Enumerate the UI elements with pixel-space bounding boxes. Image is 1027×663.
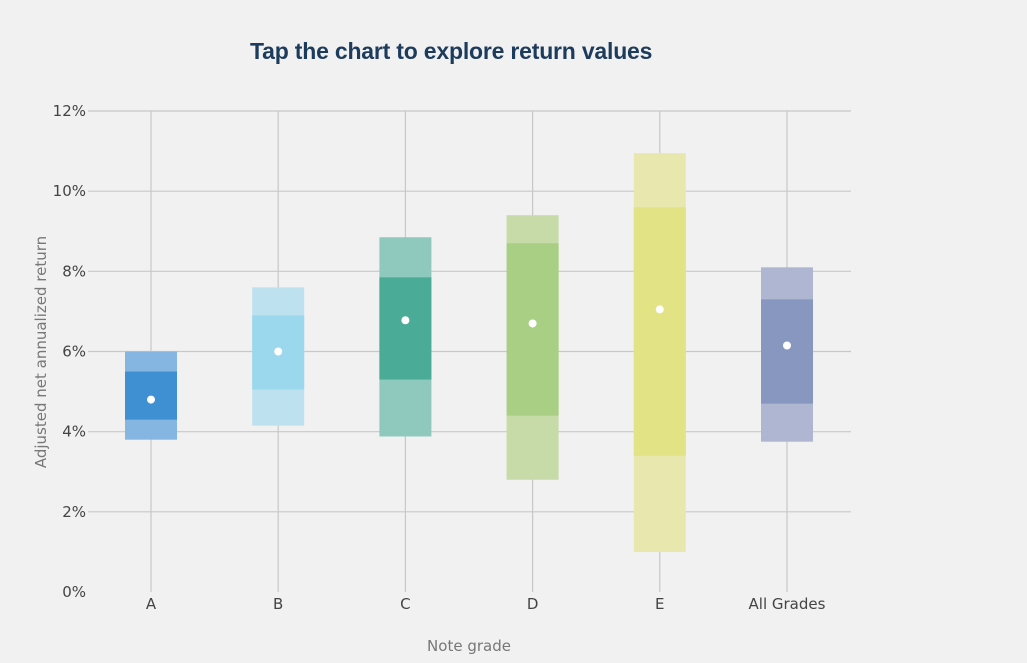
y-tick-label: 2% — [62, 503, 86, 521]
box-iqr-all-grades[interactable] — [761, 299, 813, 404]
median-point[interactable] — [274, 347, 283, 356]
median-point[interactable] — [401, 316, 410, 325]
box-iqr-a[interactable] — [125, 371, 177, 420]
y-tick-label: 12% — [53, 102, 86, 120]
box-iqr-c[interactable] — [379, 277, 432, 380]
median-point[interactable] — [655, 305, 664, 314]
box-iqr-d[interactable] — [506, 243, 559, 416]
y-tick-label: 6% — [62, 343, 86, 361]
median-point[interactable] — [528, 319, 537, 328]
x-tick-label: E — [655, 595, 664, 613]
y-axis-title: Adjusted net annualized return — [32, 236, 50, 468]
x-tick-label: A — [146, 595, 157, 613]
median-point[interactable] — [783, 341, 791, 350]
x-axis-title: Note grade — [427, 637, 511, 655]
x-tick-label: All Grades — [749, 595, 826, 613]
box-iqr-e[interactable] — [633, 207, 686, 456]
tick-labels: 0% 2% 4% 6% 8% 10% 12% A B C D E All Grades — [53, 102, 826, 613]
y-tick-label: 4% — [62, 423, 86, 441]
y-tick-label: 8% — [62, 262, 86, 280]
x-tick-label: D — [527, 595, 539, 613]
boxes[interactable] — [125, 153, 813, 552]
x-tick-label: B — [273, 595, 283, 613]
chart-title: Tap the chart to explore return values — [250, 38, 653, 64]
median-point[interactable] — [147, 395, 155, 404]
x-tick-label: C — [400, 595, 410, 613]
y-tick-label: 0% — [62, 583, 86, 601]
y-tick-label: 10% — [53, 182, 86, 200]
grid-lines — [88, 110, 851, 592]
